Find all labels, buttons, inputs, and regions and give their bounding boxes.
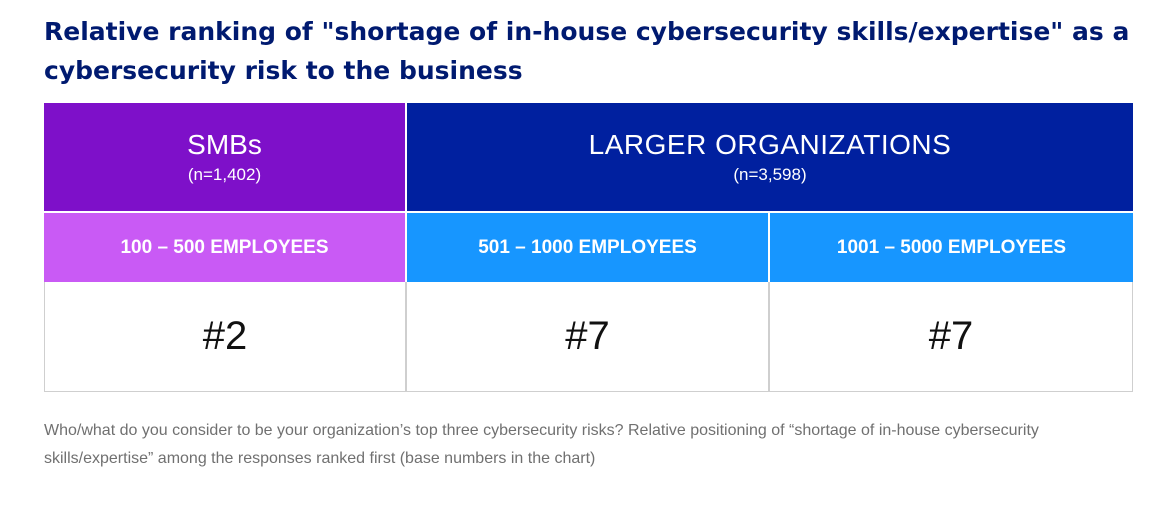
rank-value-100-500: #2 (44, 282, 407, 392)
smb-header-n: (n=1,402) (187, 165, 262, 184)
category-501-1000: 501 – 1000 EMPLOYEES (407, 211, 770, 282)
smb-header-label: SMBs (187, 129, 262, 160)
ranking-table: SMBs (n=1,402) LARGER ORGANIZATIONS (n=3… (44, 103, 1133, 392)
rank-value-501-1000: #7 (407, 282, 770, 392)
larger-orgs-header: LARGER ORGANIZATIONS (n=3,598) (407, 103, 1133, 211)
rank-value-1001-5000: #7 (770, 282, 1133, 392)
larger-orgs-header-n: (n=3,598) (733, 165, 807, 184)
chart-title: Relative ranking of "shortage of in-hous… (44, 17, 1130, 85)
smb-header: SMBs (n=1,402) (44, 103, 407, 211)
larger-orgs-header-label: LARGER ORGANIZATIONS (588, 129, 952, 160)
category-1001-5000: 1001 – 5000 EMPLOYEES (770, 211, 1133, 282)
footnote: Who/what do you consider to be your orga… (44, 422, 1039, 467)
category-100-500: 100 – 500 EMPLOYEES (44, 211, 407, 282)
